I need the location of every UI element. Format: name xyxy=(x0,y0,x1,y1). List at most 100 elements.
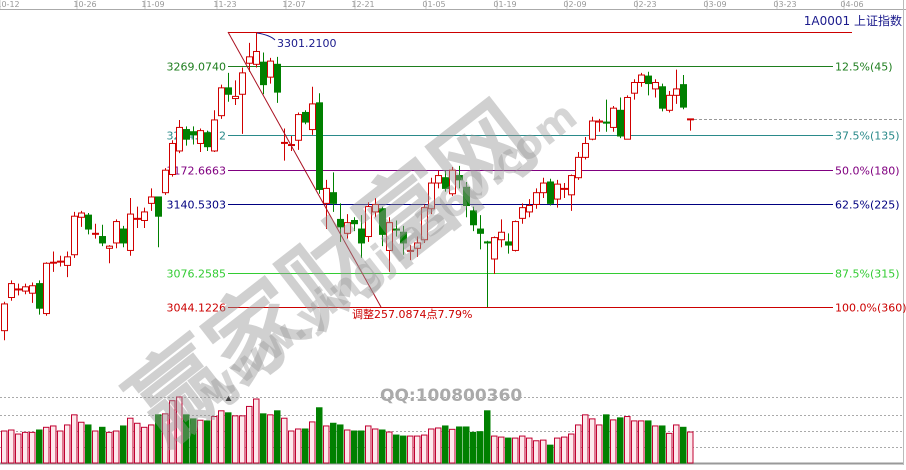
candle xyxy=(2,302,8,341)
candle xyxy=(471,207,477,232)
candle-body xyxy=(331,193,337,204)
tick-label: 11-23 xyxy=(213,0,236,9)
candle-body xyxy=(380,209,386,235)
retracement-diagonal xyxy=(228,32,381,307)
volume-bar xyxy=(597,425,603,463)
volume-bar xyxy=(541,440,547,463)
volume-bar xyxy=(198,420,204,463)
candle-body xyxy=(415,243,421,248)
fib-price-label: 3140.5303 xyxy=(167,199,227,212)
candle-body xyxy=(37,284,43,309)
candle xyxy=(16,284,22,296)
fib-price-label: 3269.0740 xyxy=(167,61,227,74)
volume-bar xyxy=(632,421,638,463)
candle xyxy=(86,213,92,234)
candle-body xyxy=(590,121,596,139)
volume-bar xyxy=(415,436,421,463)
candle-body xyxy=(450,170,456,194)
candle-body xyxy=(254,51,260,64)
volume-bar xyxy=(310,422,316,463)
volume-bar xyxy=(93,431,99,463)
candle xyxy=(226,73,232,102)
candle-body xyxy=(499,232,505,239)
candle-body xyxy=(618,110,624,136)
volume-bar xyxy=(478,432,484,463)
candle-body xyxy=(107,246,113,248)
volume-bar xyxy=(436,428,442,463)
fib-price-label: 3076.2585 xyxy=(167,268,227,281)
volume-bar xyxy=(149,425,155,463)
volume-bar xyxy=(331,423,337,463)
candle xyxy=(450,167,456,196)
candle-body xyxy=(345,223,351,234)
volume-bar xyxy=(506,438,512,463)
candle-body xyxy=(597,121,603,122)
candle xyxy=(688,119,694,131)
candle xyxy=(233,80,239,105)
candle-body xyxy=(51,262,57,263)
volume-bar xyxy=(191,419,197,463)
candle-body xyxy=(632,82,638,93)
candle-body xyxy=(30,286,36,293)
candle xyxy=(37,280,43,314)
candle xyxy=(44,262,50,315)
candle xyxy=(184,126,190,145)
candle-body xyxy=(492,238,498,259)
candle xyxy=(275,57,281,103)
volume-bar xyxy=(394,435,400,463)
candle xyxy=(9,280,15,300)
candle xyxy=(128,198,134,256)
candle-body xyxy=(58,261,64,262)
candle-body xyxy=(163,170,169,192)
volume-bar xyxy=(457,427,463,463)
candle xyxy=(121,226,127,247)
volume-bar xyxy=(583,415,589,463)
candle xyxy=(254,32,260,68)
volume-bar xyxy=(366,426,372,463)
candle-body xyxy=(401,232,407,243)
candle xyxy=(240,68,246,134)
tick-label: 12-07 xyxy=(282,0,305,9)
candle xyxy=(310,87,316,135)
volume-bar xyxy=(359,431,365,463)
candle xyxy=(72,212,78,258)
candle-body xyxy=(681,85,687,107)
volume-bar xyxy=(177,397,183,463)
volume-bar xyxy=(9,430,15,463)
volume-bar xyxy=(422,435,428,463)
volume-bar xyxy=(289,431,295,463)
candle xyxy=(492,237,498,274)
candle xyxy=(681,75,687,109)
candle-body xyxy=(317,103,323,190)
candle xyxy=(212,110,218,152)
volume-bar xyxy=(324,426,330,463)
volume-bar xyxy=(226,413,232,463)
candle xyxy=(436,170,442,188)
volume-bar xyxy=(660,426,666,463)
candle xyxy=(625,95,631,139)
fib-ratio-label: 37.5%(135) xyxy=(835,130,900,143)
volume-bar xyxy=(163,414,169,463)
candle xyxy=(79,211,85,227)
candle-body xyxy=(135,218,141,219)
candle-body xyxy=(394,229,400,230)
volume-bar xyxy=(247,406,253,463)
volume-bar xyxy=(282,418,288,463)
volume-bar xyxy=(688,432,694,463)
volume-bar xyxy=(58,431,64,463)
volume-bar xyxy=(135,423,141,463)
volume-bar xyxy=(275,411,281,463)
candle xyxy=(394,220,400,236)
candle-body xyxy=(184,130,190,140)
candle-body xyxy=(478,229,484,233)
candle xyxy=(373,198,379,217)
candle xyxy=(618,97,624,138)
candle-body xyxy=(611,108,617,127)
candle xyxy=(590,117,596,141)
volume-bar xyxy=(303,429,309,463)
candle xyxy=(464,182,470,217)
volume-bar xyxy=(590,419,596,463)
volume-bar xyxy=(667,433,673,463)
candle-body xyxy=(23,287,29,291)
volume-bar xyxy=(520,436,526,463)
